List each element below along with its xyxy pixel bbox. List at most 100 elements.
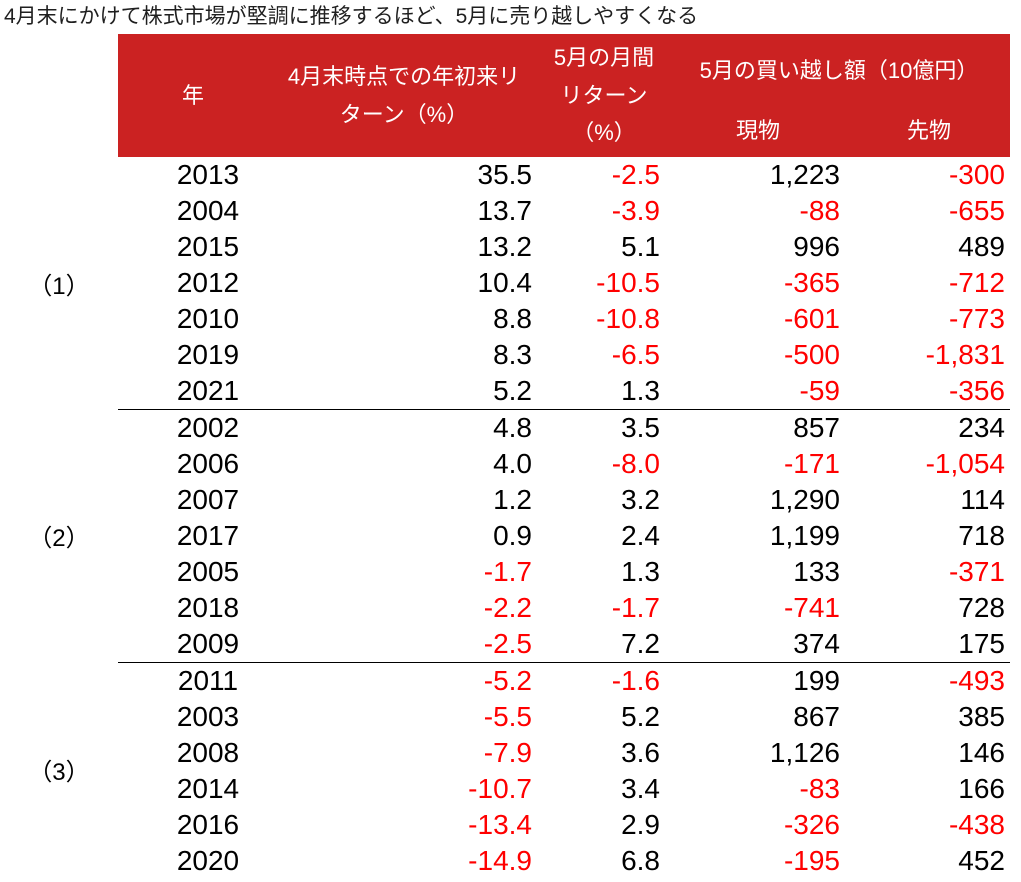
cell-ytd: 0.9 [493,520,532,551]
cell-futures: 175 [958,628,1005,659]
table-row: 2002 4.8 3.5 857 234 [118,410,1010,446]
col-header-year: 年 [181,82,204,108]
table-row: 2003 -5.5 5.2 867 385 [118,699,1010,735]
cell-ytd: -5.5 [483,701,532,732]
cell-spot: 1,199 [769,520,840,551]
cell-may: 6.8 [621,845,660,876]
col-header-may-monthly-return: 5月の月間 リターン （%） [553,45,655,146]
cell-ytd: 5.2 [493,375,532,406]
cell-futures: 114 [960,484,1005,515]
table-row: 2016 -13.4 2.9 -326 -438 [118,807,1010,843]
group-label-gutter: （1） （2） （3） [0,157,118,877]
cell-may: 3.2 [621,484,660,515]
col-header-may-net-buying: 5月の買い越し額（10億円） [699,58,979,83]
cell-year: 2020 [176,845,240,876]
cell-futures: -371 [948,556,1005,587]
cell-spot: 1,223 [769,159,840,190]
cell-year: 2007 [176,484,240,515]
col-header-ytd-april-return: 4月末時点での年初来リ ターン（%） [287,64,521,127]
table-body: 2013 35.5 -2.5 1,223 -300 2004 13.7 -3.9 -88 -655… [118,157,1010,879]
cell-spot: 1,126 [769,737,840,768]
cell-ytd: 13.7 [477,195,533,226]
cell-futures: -356 [948,375,1005,406]
cell-futures: -493 [948,665,1005,696]
table-row: 2017 0.9 2.4 1,199 718 [118,518,1010,554]
table-row: 2006 4.0 -8.0 -171 -1,054 [118,446,1010,482]
cell-futures: -1,831 [925,339,1005,370]
col-header-may-net-buying-group: 5月の買い越し額（10億円） 現物 先物 [668,34,1010,157]
table-row: 2015 13.2 5.1 996 489 [118,229,1010,265]
cell-may: -1.7 [611,592,660,623]
cell-futures: -712 [948,267,1005,298]
cell-futures: 728 [958,592,1005,623]
cell-may: -6.5 [611,339,660,370]
cell-year: 2002 [176,412,240,443]
cell-ytd: 10.4 [477,267,533,298]
cell-spot: 374 [793,628,840,659]
cell-year: 2014 [176,773,240,804]
cell-year: 2005 [176,556,240,587]
cell-may: 1.3 [621,556,660,587]
cell-may: -10.8 [596,303,660,334]
cell-may: 5.2 [621,701,660,732]
cell-futures: 718 [958,520,1005,551]
cell-year: 2017 [176,520,240,551]
table-row: 2008 -7.9 3.6 1,126 146 [118,735,1010,771]
cell-spot: -59 [799,375,840,406]
cell-year: 2009 [176,628,240,659]
cell-year: 2018 [176,592,240,623]
table-row: 2019 8.3 -6.5 -500 -1,831 [118,337,1010,373]
col-header-futures: 先物 [906,117,951,143]
cell-futures: -300 [948,159,1005,190]
cell-may: 3.6 [621,737,660,768]
table-header: 年 4月末時点での年初来リ ターン（%） 5月の月間 リターン （%） 5月の買… [118,34,1010,157]
cell-ytd: -13.4 [468,809,532,840]
cell-year: 2004 [176,195,240,226]
table-row: 2009 -2.5 7.2 374 175 [118,626,1010,662]
cell-futures: 234 [958,412,1005,443]
cell-year: 2013 [176,159,240,190]
group-label-2: （2） [28,524,90,552]
cell-spot: 133 [793,556,840,587]
table-row: 2018 -2.2 -1.7 -741 728 [118,590,1010,626]
cell-futures: -655 [948,195,1005,226]
cell-year: 2016 [176,809,240,840]
table-row: 2004 13.7 -3.9 -88 -655 [118,193,1010,229]
cell-year: 2006 [176,448,240,479]
cell-spot: -326 [783,809,840,840]
cell-may: -2.5 [611,159,660,190]
table-row: 2013 35.5 -2.5 1,223 -300 [118,157,1010,193]
cell-ytd: 4.8 [493,412,532,443]
cell-year: 2012 [176,267,240,298]
cell-spot: 199 [793,665,840,696]
cell-ytd: -1.7 [483,556,532,587]
group-label-1: （1） [28,272,90,300]
cell-spot: 996 [793,231,840,262]
cell-may: -1.6 [611,665,660,696]
subheader-row: 現物 先物 [668,104,1010,157]
cell-futures: 146 [958,737,1005,768]
cell-futures: 166 [958,773,1005,804]
figure-title: 4月末にかけて株式市場が堅調に推移するほど、5月に売り越しやすくなる [4,5,699,28]
cell-spot: -365 [783,267,840,298]
cell-ytd: -10.7 [468,773,532,804]
cell-spot: 1,290 [769,484,840,515]
cell-ytd: -2.5 [483,628,532,659]
cell-year: 2008 [176,737,240,768]
cell-spot: -500 [783,339,840,370]
table-group: 2002 4.8 3.5 857 234 2006 4.0 -8.0 -171 -1,054 200… [118,409,1010,662]
cell-year: 2015 [176,231,240,262]
cell-may: 3.4 [621,773,660,804]
table-row: 2011 -5.2 -1.6 199 -493 [118,663,1010,699]
cell-may: 3.5 [621,412,660,443]
cell-year: 2010 [176,303,240,334]
table-row: 2020 -14.9 6.8 -195 452 [118,843,1010,879]
group-label-3: （3） [28,758,90,786]
cell-may: -8.0 [611,448,660,479]
cell-ytd: 1.2 [493,484,532,515]
cell-ytd: -7.9 [483,737,532,768]
table-group: 2013 35.5 -2.5 1,223 -300 2004 13.7 -3.9 -88 -655… [118,157,1010,409]
cell-may: 1.3 [621,375,660,406]
col-header-spot: 現物 [735,117,780,143]
